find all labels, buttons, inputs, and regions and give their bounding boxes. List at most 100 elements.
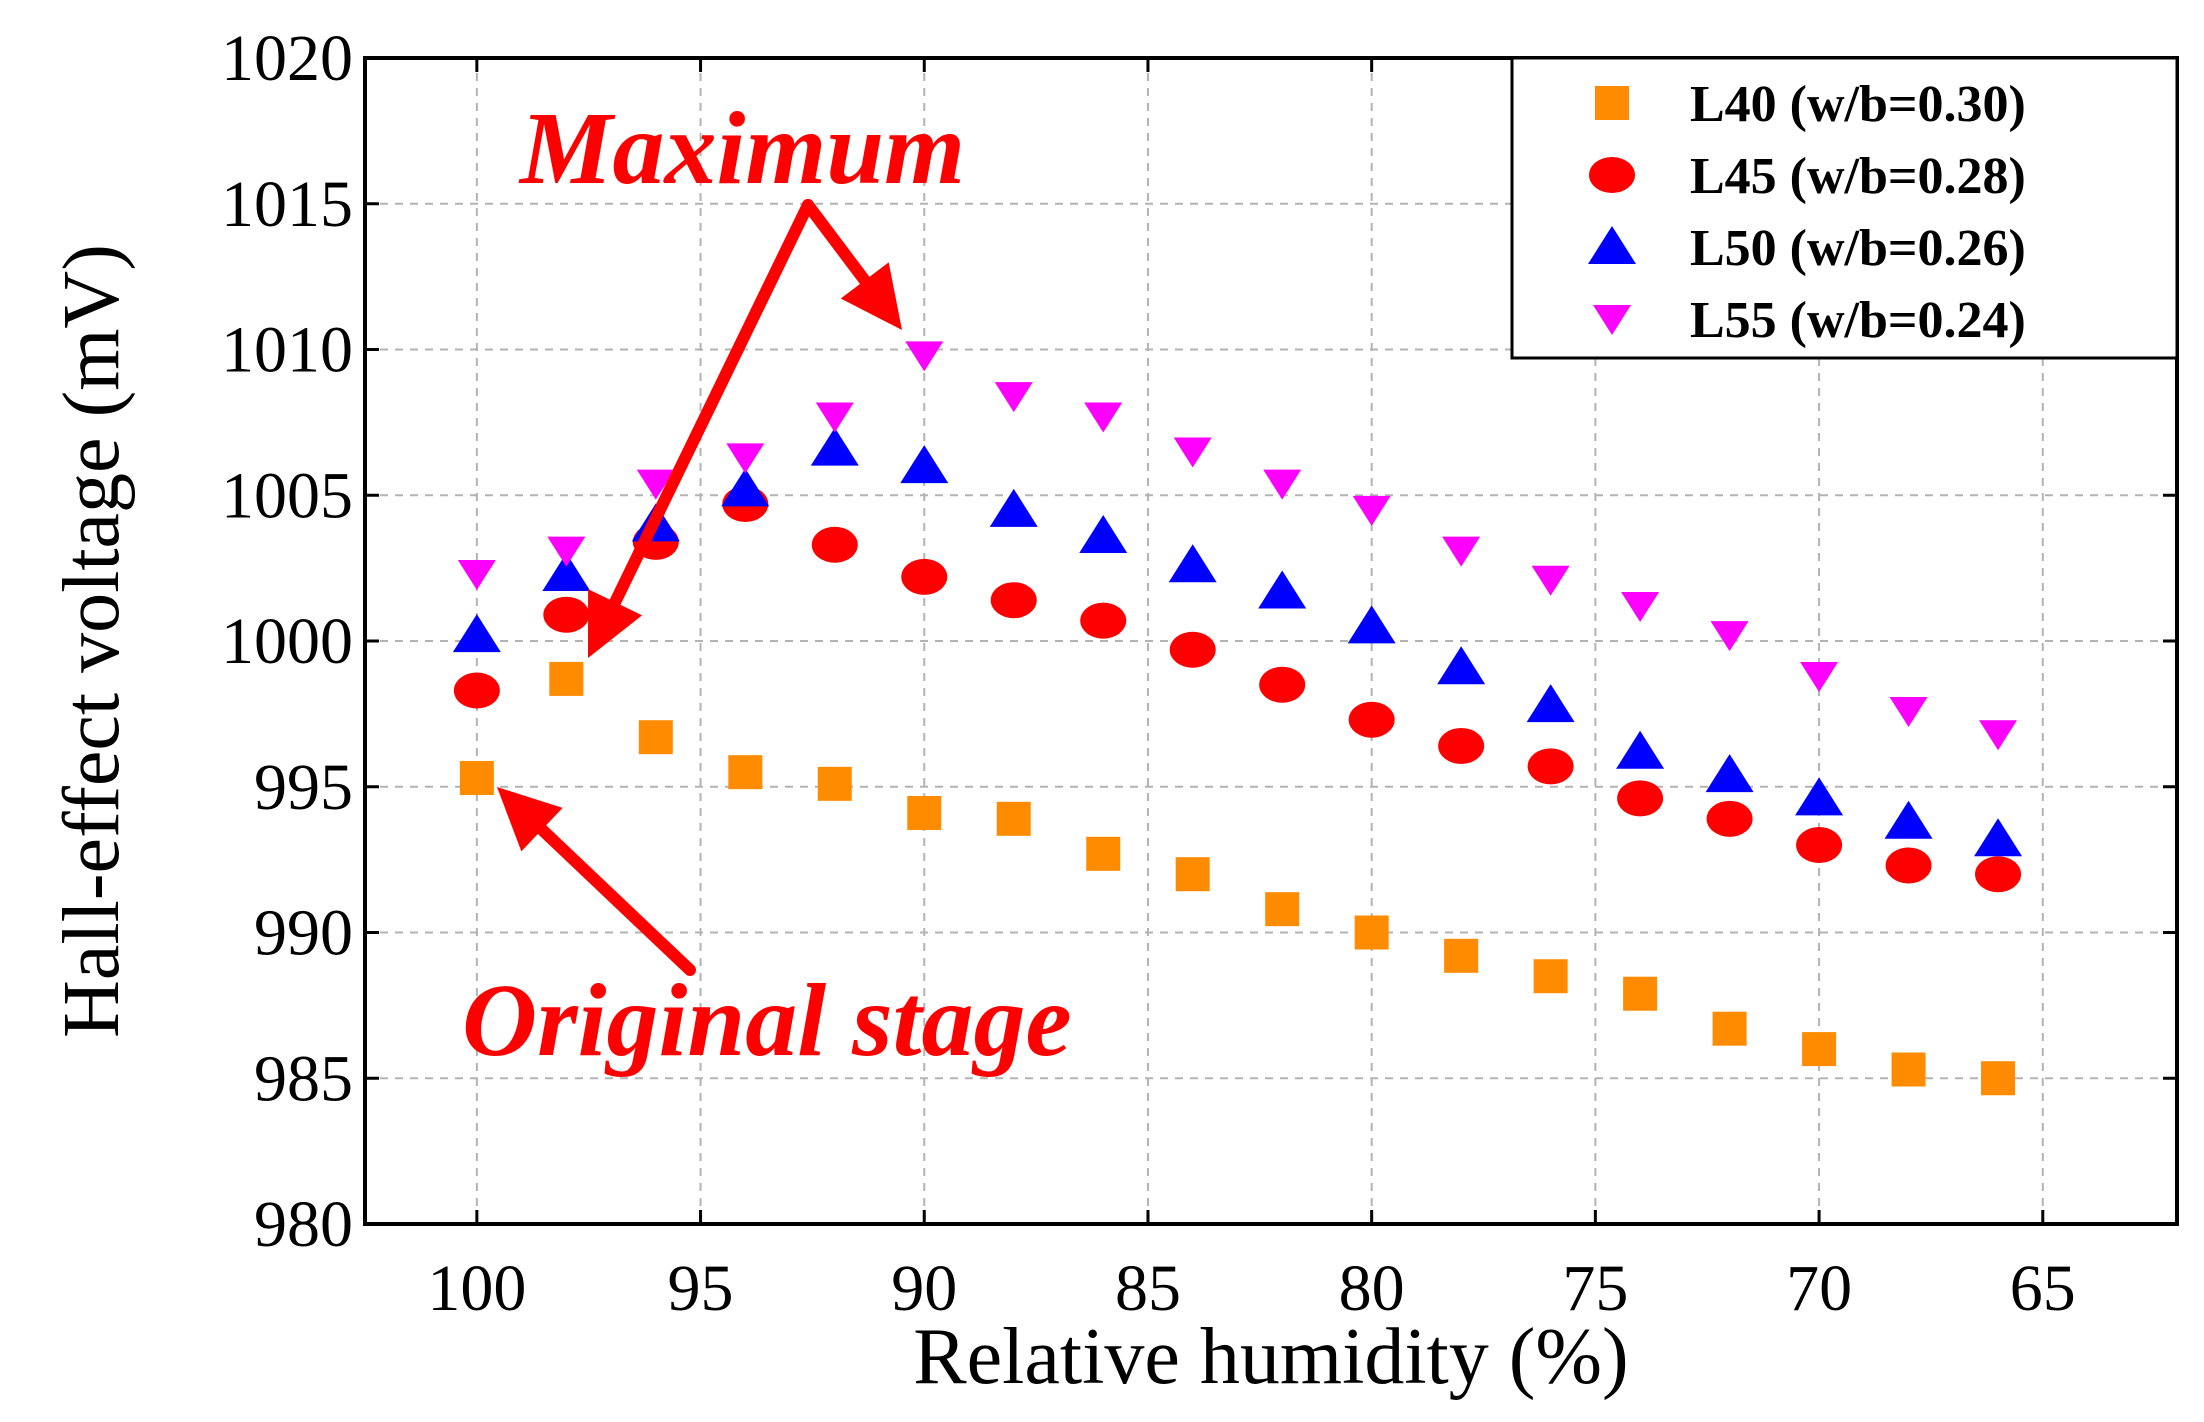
point-l55 (1173, 437, 1212, 468)
point-l55 (994, 382, 1033, 413)
arrow-to-original-stage-head (497, 787, 563, 852)
point-l55 (1531, 565, 1570, 596)
legend-marker-l50 (1588, 226, 1636, 264)
point-l55 (1800, 661, 1839, 692)
point-l50 (1974, 818, 2023, 857)
legend-label-l40: L40 (w/b=0.30) (1690, 76, 2026, 133)
point-l40 (459, 761, 494, 796)
point-l45 (1885, 847, 1932, 884)
point-l45 (1706, 800, 1753, 837)
y-tick-label: 1015 (221, 168, 353, 241)
y-tick-label: 1010 (221, 314, 353, 387)
point-l55 (1084, 402, 1123, 433)
x-tick-label: 80 (1339, 1252, 1405, 1325)
point-l50 (1258, 570, 1307, 609)
x-tick-label: 70 (1786, 1252, 1852, 1325)
point-l40 (1086, 836, 1121, 871)
point-l40 (817, 766, 852, 801)
point-l50 (721, 468, 770, 507)
y-tick-label: 995 (254, 751, 353, 824)
point-l45 (1527, 748, 1574, 785)
point-l40 (1712, 1011, 1747, 1046)
point-l40 (1891, 1052, 1926, 1087)
y-tick-label: 1020 (221, 22, 353, 95)
point-l50 (452, 614, 501, 653)
y-tick-label: 990 (254, 897, 353, 970)
point-l40 (1533, 959, 1568, 994)
point-l45 (1259, 666, 1306, 703)
y-tick-label: 1005 (221, 459, 353, 532)
x-axis-label: Relative humidity (%) (913, 1313, 1628, 1401)
point-l40 (549, 661, 584, 696)
point-l45 (1617, 780, 1664, 817)
point-l50 (1168, 544, 1217, 583)
arrow-to-l40-peak-shaft (609, 199, 814, 609)
point-l55 (815, 402, 854, 433)
point-l45 (901, 558, 948, 595)
point-l55 (1710, 621, 1749, 652)
x-tick-label: 75 (1562, 1252, 1628, 1325)
x-tick-label: 85 (1115, 1252, 1181, 1325)
point-l40 (1175, 857, 1210, 892)
point-l40 (1802, 1032, 1837, 1067)
point-l55 (457, 559, 496, 590)
arrow-to-maximum-head (840, 262, 902, 330)
point-l55 (636, 469, 675, 500)
point-l45 (1348, 701, 1395, 738)
point-l50 (1616, 730, 1665, 769)
point-l50 (1795, 777, 1844, 816)
point-l50 (542, 552, 591, 591)
point-l45 (1080, 602, 1127, 639)
legend-marker-l55 (1593, 305, 1631, 335)
data-marks (452, 341, 2023, 1096)
point-l40 (1981, 1061, 2016, 1096)
point-l45 (990, 582, 1037, 619)
point-l45 (1975, 856, 2022, 893)
point-l50 (1526, 684, 1575, 723)
point-l50 (1884, 800, 1933, 839)
legend-marker-l45 (1589, 157, 1635, 193)
point-l45 (811, 526, 858, 563)
point-l45 (543, 596, 590, 633)
point-l45 (453, 672, 500, 709)
point-l40 (1265, 892, 1300, 927)
point-l45 (1438, 727, 1485, 764)
point-l50 (810, 427, 859, 466)
point-l50 (1079, 515, 1128, 554)
x-tick-label: 95 (668, 1252, 734, 1325)
point-l40 (1623, 976, 1658, 1011)
point-l40 (907, 795, 942, 830)
point-l50 (989, 488, 1038, 527)
point-l50 (1705, 754, 1754, 793)
arrow-to-l40-peak-head (588, 589, 643, 658)
x-tick-label: 90 (891, 1252, 957, 1325)
point-l55 (1352, 495, 1391, 526)
point-l40 (1354, 915, 1389, 950)
legend-marker-l40 (1595, 86, 1629, 120)
point-l50 (1347, 605, 1396, 644)
legend-label-l55: L55 (w/b=0.24) (1690, 292, 2026, 349)
point-l55 (1442, 536, 1481, 567)
point-l50 (900, 445, 949, 484)
legend-label-l45: L45 (w/b=0.28) (1690, 148, 2026, 205)
annotation-original-stage: Original stage (462, 963, 1072, 1078)
y-axis-label: Hall-effect voltage (mV) (48, 244, 136, 1038)
point-l40 (1444, 938, 1479, 973)
y-tick-label: 1000 (221, 605, 353, 678)
y-tick-label: 985 (254, 1042, 353, 1115)
point-l45 (1169, 631, 1216, 668)
point-l40 (728, 755, 763, 790)
legend: L40 (w/b=0.30) L45 (w/b=0.28) L50 (w/b=0.2… (1510, 56, 2179, 360)
point-l55 (1263, 469, 1302, 500)
point-l55 (547, 536, 586, 567)
point-l55 (1889, 696, 1928, 727)
point-l40 (638, 720, 673, 755)
arrow-to-original-stage-shaft (535, 823, 696, 976)
point-l55 (726, 443, 765, 474)
legend-label-l50: L50 (w/b=0.26) (1690, 220, 2026, 277)
point-l40 (996, 801, 1031, 836)
arrow-to-maximum-shaft (802, 199, 871, 287)
annotations: Maximum Original stage (462, 91, 1072, 1078)
x-tick-label: 65 (2010, 1252, 2076, 1325)
